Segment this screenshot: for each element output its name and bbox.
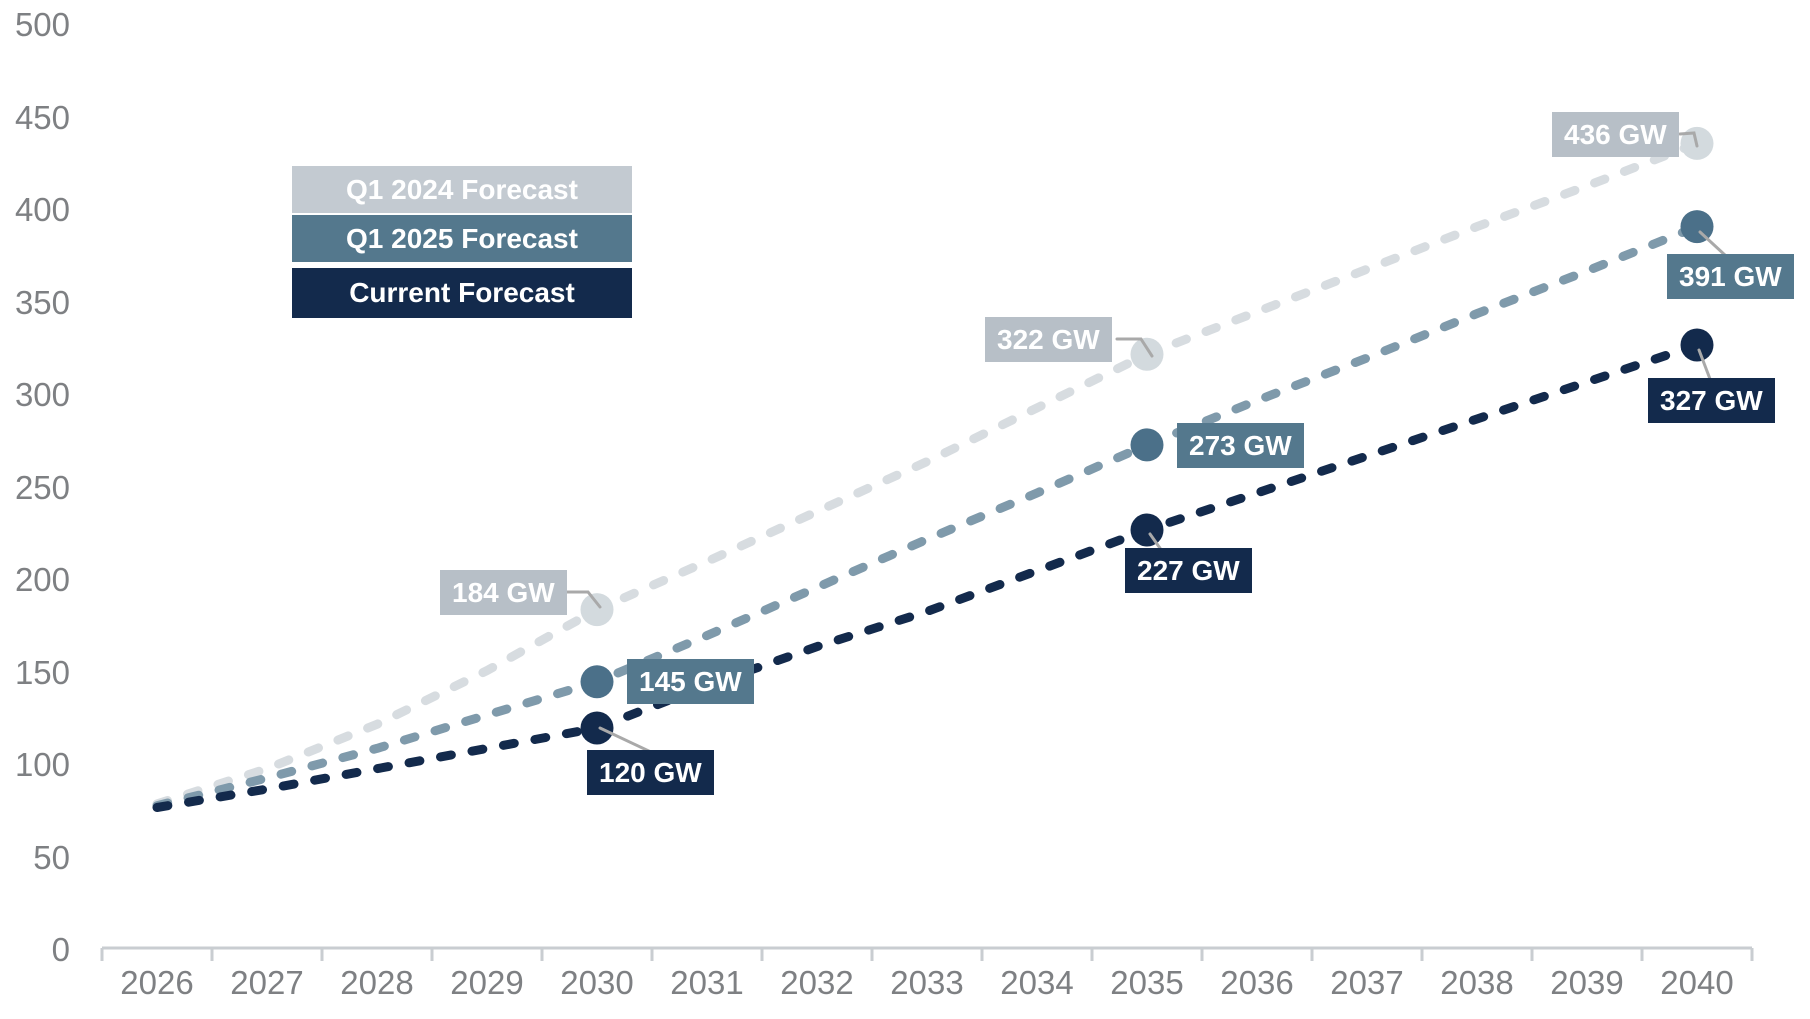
leader-line-2035 — [1115, 337, 1154, 358]
legend-item-q1-2024-forecast: Q1 2024 Forecast — [292, 166, 632, 213]
x-axis-label-2040: 2040 — [1660, 964, 1734, 1001]
legend-item-current-forecast: Current Forecast — [292, 268, 632, 318]
marker-q1-2024-forecast-2030 — [580, 593, 614, 627]
leader-line-2040 — [1678, 131, 1699, 148]
marker-current-forecast-2040 — [1680, 328, 1714, 362]
marker-current-forecast-2035 — [1130, 513, 1164, 547]
x-axis-label-2033: 2033 — [890, 964, 964, 1001]
legend: Q1 2024 Forecast Q1 2025 Forecast Curren… — [292, 166, 632, 318]
series-line-current-forecast — [152, 340, 1702, 812]
leader-line-2030 — [598, 726, 655, 755]
leader-line-2030 — [565, 590, 602, 609]
x-axis-label-2031: 2031 — [670, 964, 744, 1001]
x-axis-label-2035: 2035 — [1110, 964, 1184, 1001]
y-axis-label-500: 500 — [14, 6, 70, 43]
y-axis-label-250: 250 — [14, 468, 70, 506]
y-axis-label-400: 400 — [14, 191, 70, 228]
leader-line-2040 — [1697, 348, 1712, 381]
x-axis-label-2036: 2036 — [1220, 964, 1294, 1001]
data-label-q1-2025-forecast-2040: 391 GW — [1667, 254, 1794, 299]
x-axis-label-2037: 2037 — [1330, 964, 1404, 1001]
data-label-current-forecast-2040: 327 GW — [1648, 378, 1775, 423]
series-line-q1-2025-forecast — [152, 222, 1702, 811]
x-axis-label-2027: 2027 — [230, 964, 304, 1001]
y-axis-label-350: 350 — [14, 283, 70, 321]
x-axis-label-2029: 2029 — [450, 964, 524, 1001]
data-label-q1-2025-forecast-2030: 145 GW — [627, 659, 754, 704]
x-axis-label-2038: 2038 — [1440, 964, 1514, 1001]
data-label-current-forecast-2035: 227 GW — [1125, 548, 1252, 593]
marker-q1-2025-forecast-2035 — [1130, 428, 1164, 462]
x-axis-label-2034: 2034 — [1000, 964, 1074, 1001]
marker-q1-2024-forecast-2035 — [1130, 337, 1164, 371]
y-axis-label-450: 450 — [14, 98, 70, 136]
x-axis-label-2032: 2032 — [780, 964, 854, 1001]
x-axis-label-2028: 2028 — [340, 964, 414, 1001]
data-label-q1-2025-forecast-2035: 273 GW — [1177, 423, 1304, 468]
data-label-current-forecast-2030: 120 GW — [587, 750, 714, 795]
data-label-q1-2024-forecast-2030: 184 GW — [440, 570, 567, 615]
y-axis-label-200: 200 — [14, 561, 70, 598]
x-axis-label-2026: 2026 — [120, 964, 194, 1001]
y-axis-label-100: 100 — [14, 746, 70, 783]
y-axis-label-300: 300 — [14, 376, 70, 413]
leader-line-2040 — [1698, 230, 1728, 258]
x-axis-label-2030: 2030 — [560, 964, 634, 1001]
legend-item-q1-2025-forecast: Q1 2025 Forecast — [292, 215, 632, 262]
y-axis-label-50: 50 — [33, 838, 70, 876]
x-axis-label-2039: 2039 — [1550, 964, 1624, 1001]
y-axis-label-150: 150 — [14, 653, 70, 691]
series-line-q1-2024-forecast — [152, 138, 1702, 809]
y-axis-label-0: 0 — [51, 931, 70, 968]
marker-q1-2025-forecast-2030 — [580, 665, 614, 699]
marker-current-forecast-2030 — [580, 711, 614, 745]
data-label-q1-2024-forecast-2035: 322 GW — [985, 317, 1112, 362]
data-label-q1-2024-forecast-2040: 436 GW — [1552, 112, 1679, 157]
